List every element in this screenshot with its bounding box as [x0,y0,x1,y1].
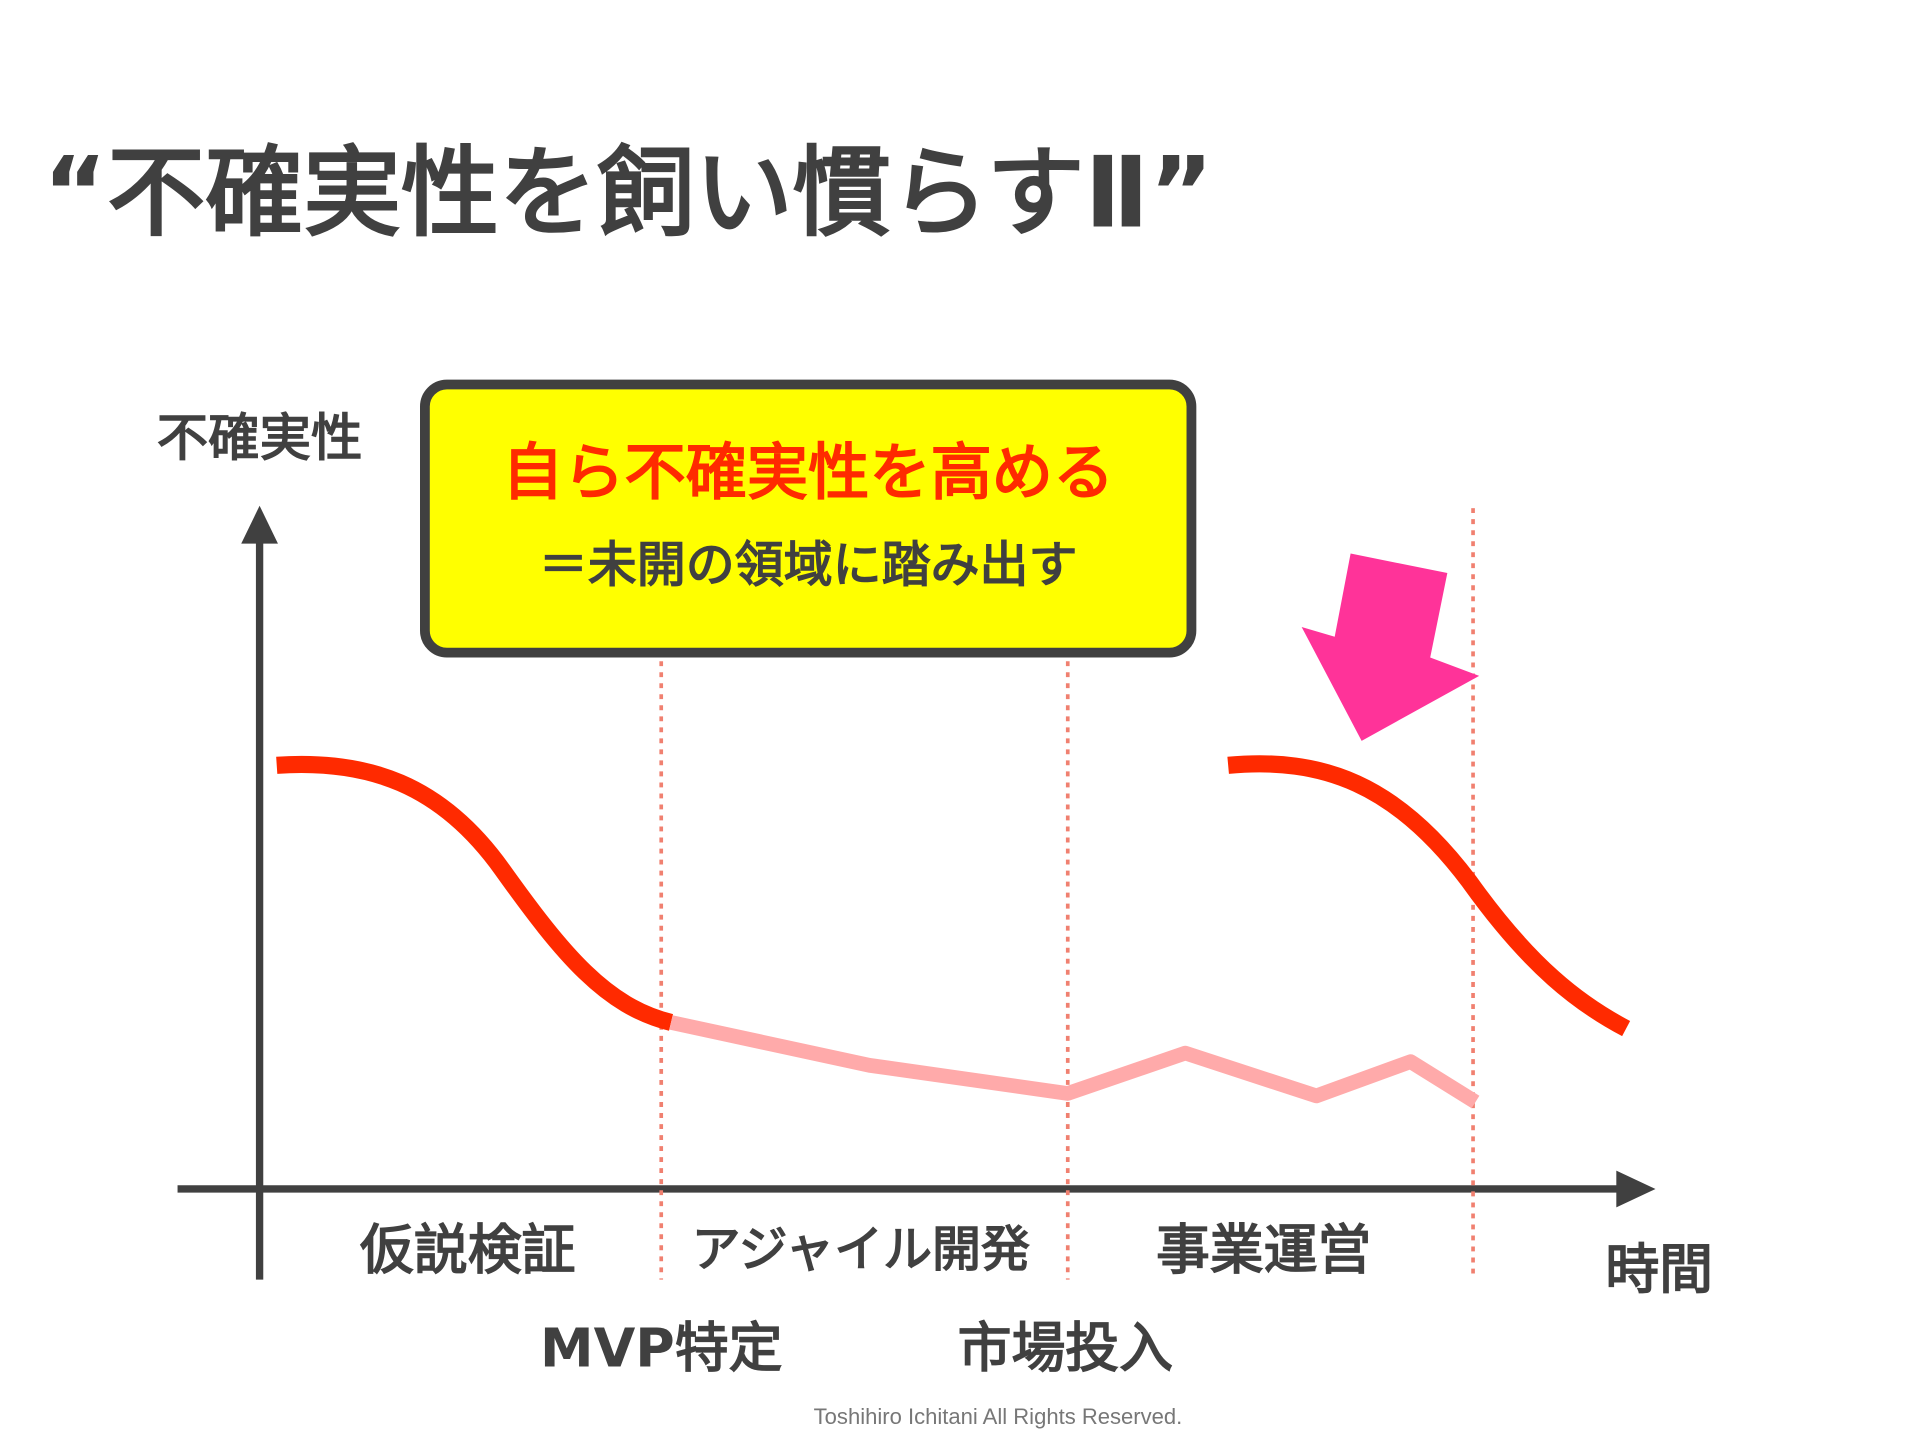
milestone-label: MVP特定 [540,1317,783,1380]
slide-title: “不確実性を飼い慣らすⅡ” [43,137,1214,251]
milestone-label: 市場投入 [958,1317,1174,1380]
phase-label: アジャイル開発 [692,1221,1031,1278]
callout-title: 自ら不確実性を高める [502,437,1114,508]
callout-subtitle: ＝未開の領域に踏み出す [539,537,1078,594]
phase-label: 仮説検証 [359,1219,575,1282]
x-axis-label: 時間 [1605,1238,1713,1301]
phase-label: 事業運営 [1156,1219,1371,1282]
callout-box [419,379,1197,658]
uncertainty-curve [1227,755,1631,1037]
y-axis-label: 不確実性 [157,409,363,469]
low-uncertainty-line [669,1015,1480,1109]
x-axis-arrow [1616,1170,1656,1208]
highlight-arrow [1301,553,1480,741]
y-axis-arrow [241,505,278,544]
footer: Toshihiro Ichitani All Rights Reserved. [814,1404,1183,1429]
uncertainty-curve [276,755,674,1031]
